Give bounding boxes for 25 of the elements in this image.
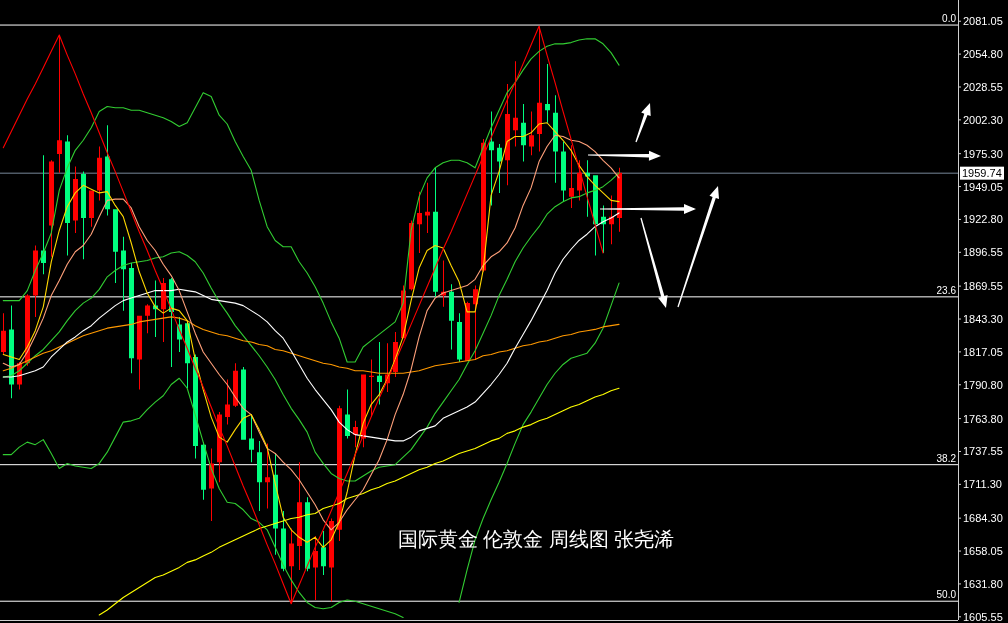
ref-line-label: 1959.74: [962, 167, 1002, 180]
y-tick-label: 1763.80: [963, 412, 1003, 425]
y-tick-label: 2028.55: [963, 80, 1003, 93]
y-tick-label: 1711.30: [963, 478, 1002, 491]
y-tick-label: 1949.05: [963, 180, 1003, 193]
y-tick-label: 1975.30: [963, 147, 1003, 160]
text: 50.0: [936, 589, 957, 601]
y-tick-label: 1843.30: [963, 313, 1003, 326]
y-tick-label: 2054.80: [963, 48, 1003, 61]
y-tick-label: 1658.05: [963, 545, 1003, 558]
y-tick-label: 1737.55: [963, 445, 1003, 458]
y-tick-label: 1631.80: [963, 577, 1003, 590]
text: 0.0: [942, 13, 957, 25]
y-tick-label: 1684.30: [963, 512, 1003, 525]
y-tick-label: 1896.55: [963, 246, 1003, 259]
y-tick-label: 1605.55: [963, 610, 1003, 623]
text: 38.2: [936, 452, 957, 464]
y-tick-label: 1922.80: [963, 213, 1003, 226]
text: 23.6: [936, 284, 957, 296]
y-tick-label: 1790.80: [963, 378, 1003, 391]
y-tick-label: 2002.30: [963, 113, 1003, 126]
text: 国际黄金 伦敦金 周线图 张尧浠: [397, 528, 675, 550]
y-tick-label: 2081.05: [963, 15, 1003, 28]
y-tick-label: 1817.05: [963, 345, 1003, 358]
y-tick-label: 1869.55: [963, 280, 1003, 293]
